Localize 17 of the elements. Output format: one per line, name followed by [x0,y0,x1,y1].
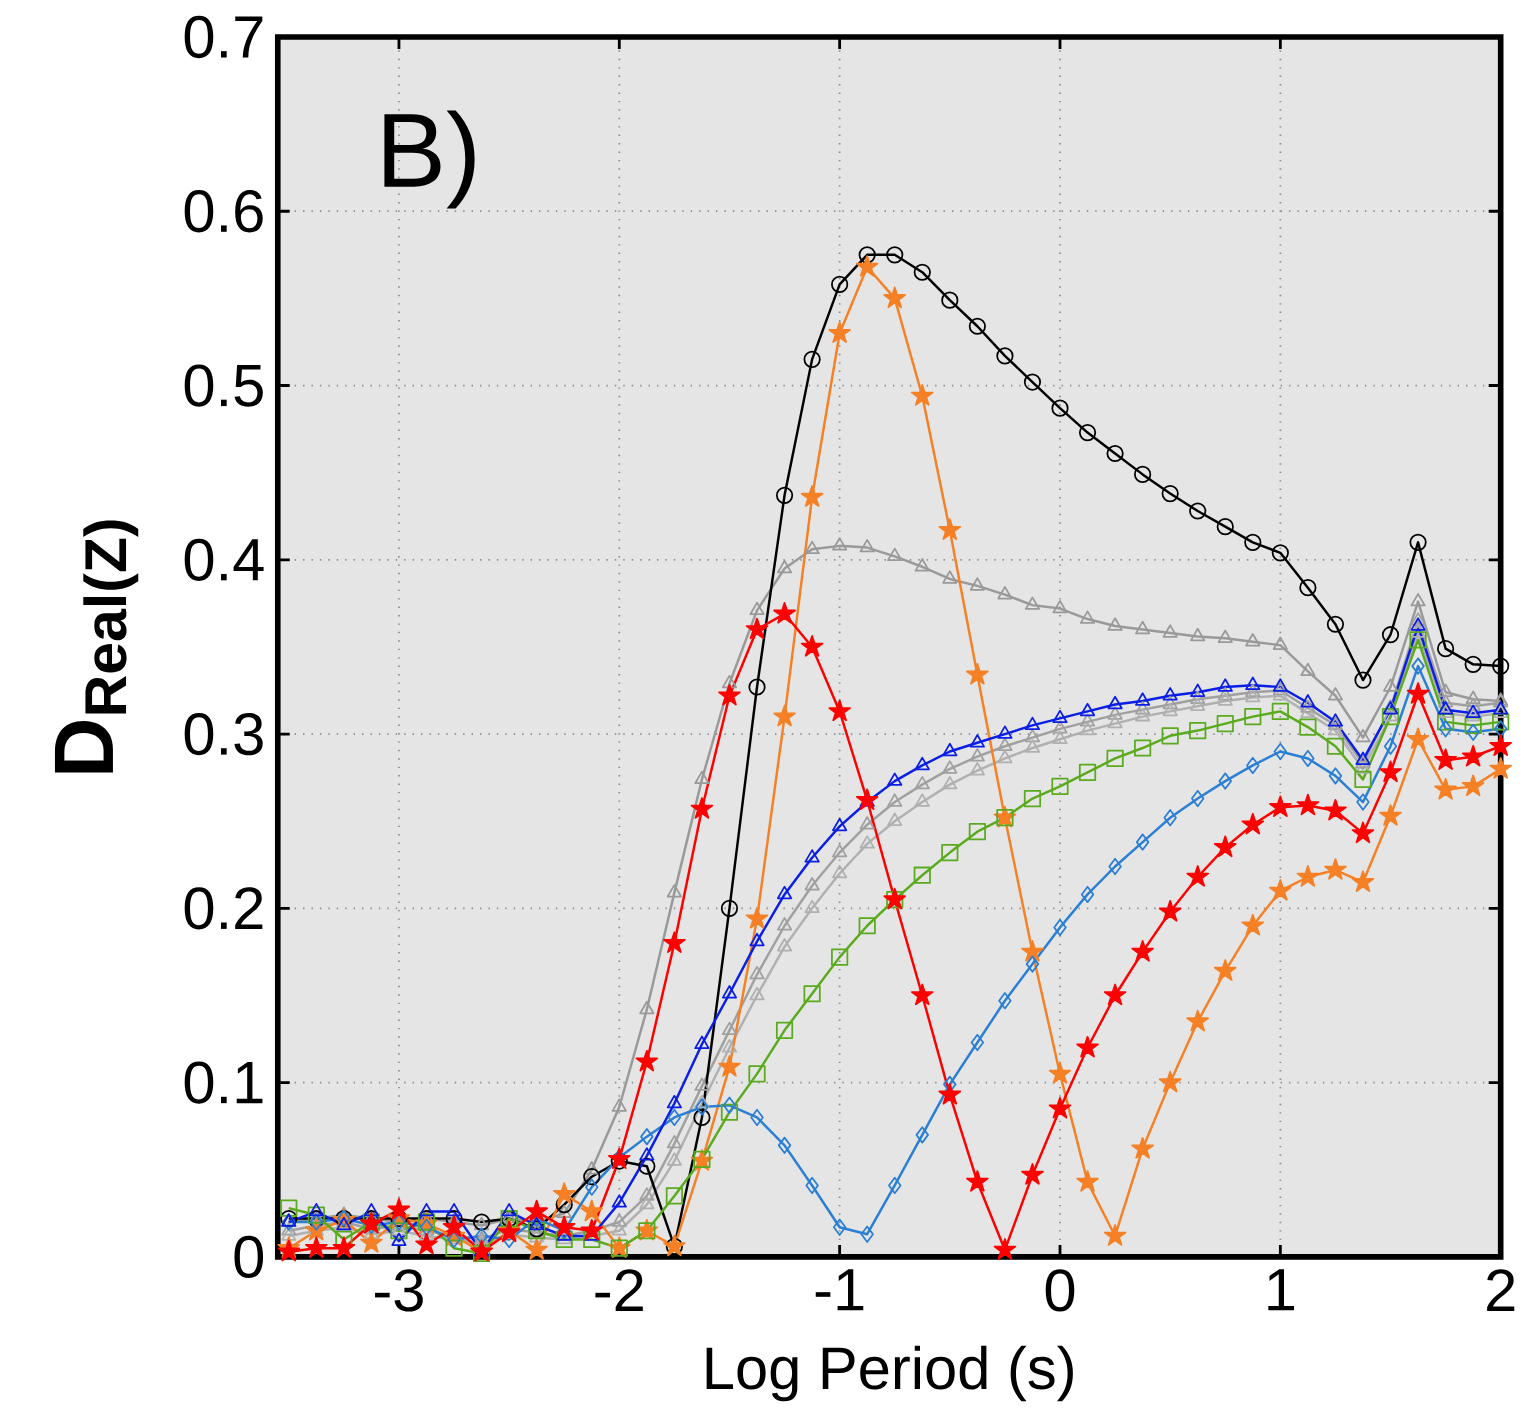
x-tick-label: -1 [815,1269,864,1311]
y-tick-label: 0.6 [184,190,263,233]
x-axis-title: Log Period (s) [706,1345,1073,1402]
y-tick-label: 0.1 [184,1061,263,1104]
x-tick-label: 2 [1487,1269,1515,1312]
y-tick-label: 0.7 [184,15,263,59]
annotation: B) [384,110,475,209]
y-tick-label: 0.4 [184,538,264,582]
x-tick-label: -3 [375,1269,423,1312]
y-tick-label: 0.3 [184,713,263,756]
y-tick-label: 0 [234,1235,264,1279]
y-axis-title: D$_{Real(Z)}$ [54,520,139,773]
x-tick-label: -2 [595,1269,643,1312]
y-tick-label: 0.2 [184,887,263,930]
x-tick-label: 1 [1268,1269,1295,1311]
x-tick-label: 0 [1045,1269,1075,1312]
y-tick-label: 0.5 [184,364,263,407]
